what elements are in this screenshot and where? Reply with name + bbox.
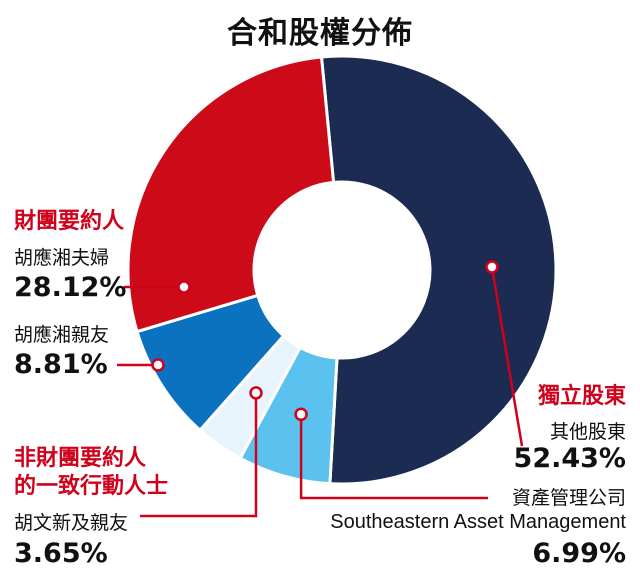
slice-label-asset-mgmt-en: Southeastern Asset Management [330, 511, 626, 533]
group-label-non-consortium-1: 非財團要約人 [14, 445, 147, 471]
group-label-consortium: 財團要約人 [14, 208, 125, 234]
slice-label-other-shareholders: 其他股東 [549, 421, 626, 443]
leader-hu-couple-dot [177, 280, 191, 294]
leader-hu-relatives-dot [151, 358, 165, 372]
leader-wu-man-sun-line [140, 392, 258, 518]
slice-value-other-shareholders: 52.43% [513, 443, 626, 474]
slice-value-hu-couple: 28.12% [14, 272, 127, 303]
leader-other-shareholders-dot [485, 260, 499, 274]
slice-label-hu-couple: 胡應湘夫婦 [14, 247, 110, 269]
leader-asset-mgmt-dot [294, 407, 308, 422]
slice-other-shareholders [319, 54, 558, 486]
slice-label-asset-mgmt: 資產管理公司 [511, 487, 626, 509]
chart-title: 合和股權分佈 [227, 16, 413, 51]
slice-label-wu-man-sun: 胡文新及親友 [14, 512, 129, 534]
group-label-non-consortium-2: 的一致行動人士 [14, 473, 169, 499]
leader-wu-man-sun-dot [249, 386, 263, 400]
leader-asset-mgmt-line [299, 414, 488, 500]
leader-other-shareholders-line [490, 266, 524, 447]
slice-value-asset-mgmt: 6.99% [532, 538, 626, 569]
slice-label-hu-relatives: 胡應湘親友 [14, 324, 110, 346]
slice-value-wu-man-sun: 3.65% [14, 538, 108, 569]
group-label-independent: 獨立股東 [537, 383, 626, 409]
slice-value-hu-relatives: 8.81% [14, 349, 108, 380]
slice-hu-couple [126, 55, 336, 334]
